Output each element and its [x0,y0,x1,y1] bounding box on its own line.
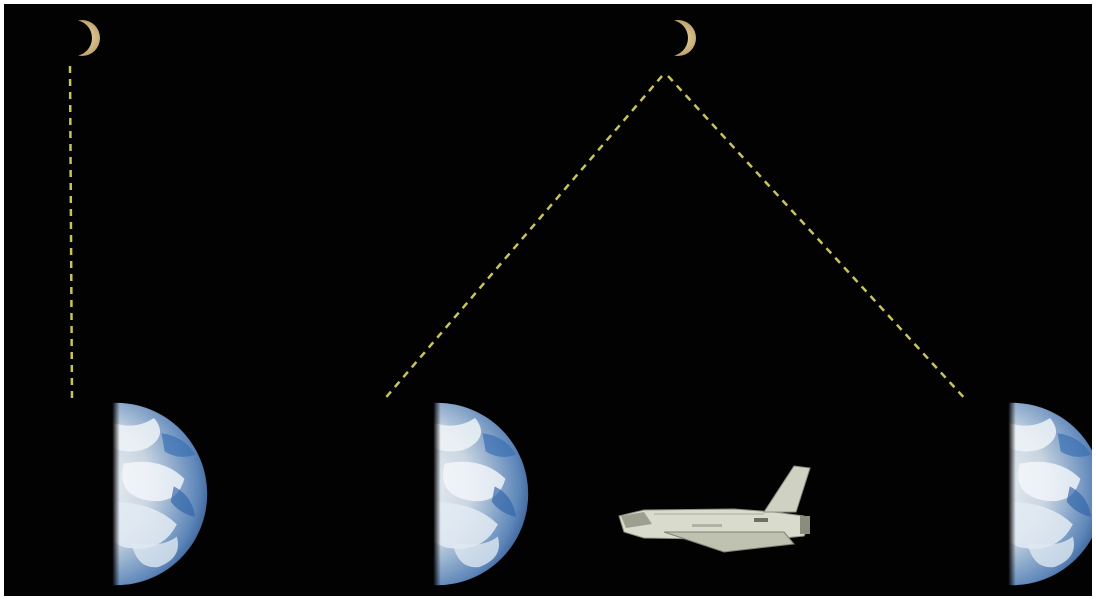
sightline-center-right [667,75,969,403]
image-frame [4,4,1092,596]
space-scene [21,20,1092,589]
sightline-center-left [381,75,663,403]
sightline-vertical [68,65,74,401]
moon-left-icon [56,20,100,56]
earth-left-icon [21,399,211,589]
moon-center-icon [652,20,696,56]
earth-right-icon [917,399,1092,589]
earth-center-icon [342,399,532,589]
space-shuttle-icon [618,465,811,553]
